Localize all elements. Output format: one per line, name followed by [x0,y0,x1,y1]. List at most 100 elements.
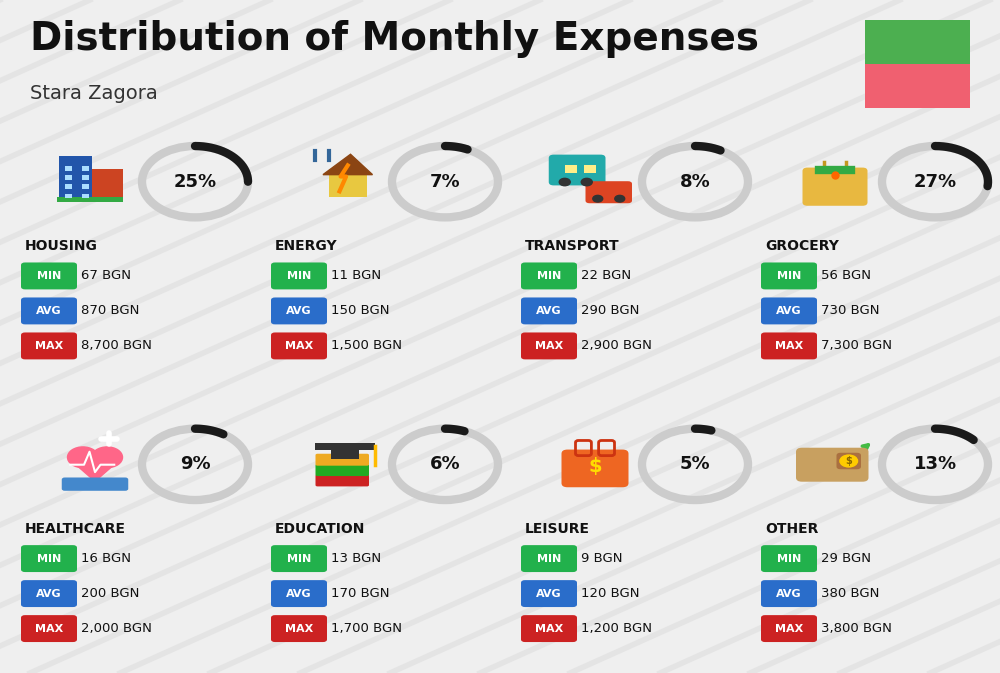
FancyBboxPatch shape [328,174,367,197]
Circle shape [92,447,122,468]
Text: MIN: MIN [287,554,311,563]
Text: AVG: AVG [36,306,62,316]
Text: EDUCATION: EDUCATION [275,522,365,536]
Text: 16 BGN: 16 BGN [81,552,131,565]
Text: Stara Zagora: Stara Zagora [30,84,158,103]
FancyBboxPatch shape [586,181,632,203]
FancyBboxPatch shape [761,580,817,607]
FancyBboxPatch shape [271,262,327,289]
FancyBboxPatch shape [521,332,577,359]
Circle shape [581,178,592,186]
FancyBboxPatch shape [271,580,327,607]
Text: MIN: MIN [37,554,61,563]
Text: LEISURE: LEISURE [525,522,590,536]
Text: 13 BGN: 13 BGN [331,552,381,565]
Text: TRANSPORT: TRANSPORT [525,239,620,253]
FancyBboxPatch shape [56,197,122,203]
Text: ENERGY: ENERGY [275,239,338,253]
FancyBboxPatch shape [836,453,861,469]
Text: 11 BGN: 11 BGN [331,269,381,283]
Text: MAX: MAX [535,341,563,351]
FancyBboxPatch shape [761,332,817,359]
FancyBboxPatch shape [21,580,77,607]
FancyBboxPatch shape [271,545,327,572]
FancyBboxPatch shape [21,332,77,359]
FancyBboxPatch shape [521,580,577,607]
Text: 1,200 BGN: 1,200 BGN [581,622,652,635]
Text: 3,800 BGN: 3,800 BGN [821,622,892,635]
Text: 1,700 BGN: 1,700 BGN [331,622,402,635]
Text: 730 BGN: 730 BGN [821,304,880,318]
Text: $: $ [588,457,602,476]
Text: MIN: MIN [37,271,61,281]
Text: Distribution of Monthly Expenses: Distribution of Monthly Expenses [30,20,759,58]
FancyBboxPatch shape [796,448,868,482]
FancyBboxPatch shape [865,64,970,108]
FancyBboxPatch shape [82,166,89,170]
Polygon shape [323,154,373,174]
Text: MIN: MIN [537,554,561,563]
Text: MAX: MAX [35,624,63,633]
Text: 25%: 25% [173,173,217,190]
Text: MAX: MAX [285,341,313,351]
FancyBboxPatch shape [316,464,369,476]
Circle shape [840,455,858,467]
FancyBboxPatch shape [562,450,629,487]
FancyBboxPatch shape [92,169,122,201]
Text: 67 BGN: 67 BGN [81,269,131,283]
Text: 56 BGN: 56 BGN [821,269,871,283]
Text: 380 BGN: 380 BGN [821,587,879,600]
Text: MIN: MIN [537,271,561,281]
Text: 7%: 7% [430,173,460,190]
FancyBboxPatch shape [802,168,867,206]
Text: 200 BGN: 200 BGN [81,587,139,600]
FancyBboxPatch shape [521,545,577,572]
Circle shape [559,178,570,186]
Text: 29 BGN: 29 BGN [821,552,871,565]
Text: 8,700 BGN: 8,700 BGN [81,339,152,353]
Text: 22 BGN: 22 BGN [581,269,631,283]
Text: AVG: AVG [776,306,802,316]
FancyBboxPatch shape [65,194,72,199]
Text: $: $ [845,456,852,466]
Text: MAX: MAX [285,624,313,633]
FancyBboxPatch shape [62,478,128,491]
FancyBboxPatch shape [761,615,817,642]
Text: HOUSING: HOUSING [25,239,98,253]
FancyBboxPatch shape [761,262,817,289]
Text: 9 BGN: 9 BGN [581,552,623,565]
FancyBboxPatch shape [59,156,92,201]
FancyBboxPatch shape [761,545,817,572]
Circle shape [68,447,98,468]
Text: MAX: MAX [35,341,63,351]
FancyBboxPatch shape [82,184,89,189]
FancyBboxPatch shape [271,332,327,359]
FancyBboxPatch shape [521,297,577,324]
FancyBboxPatch shape [761,297,817,324]
FancyBboxPatch shape [271,297,327,324]
Text: 170 BGN: 170 BGN [331,587,390,600]
Text: MIN: MIN [777,554,801,563]
FancyBboxPatch shape [82,194,89,199]
Text: 9%: 9% [180,456,210,473]
Text: MIN: MIN [287,271,311,281]
Circle shape [593,195,603,202]
Text: MAX: MAX [775,341,803,351]
Text: 5%: 5% [680,456,710,473]
FancyBboxPatch shape [21,545,77,572]
FancyBboxPatch shape [315,444,375,450]
FancyBboxPatch shape [21,262,77,289]
Text: 2,900 BGN: 2,900 BGN [581,339,652,353]
Text: 1,500 BGN: 1,500 BGN [331,339,402,353]
Text: AVG: AVG [286,306,312,316]
Polygon shape [68,458,122,481]
FancyBboxPatch shape [549,155,605,185]
FancyBboxPatch shape [65,166,72,170]
FancyBboxPatch shape [316,474,369,487]
FancyBboxPatch shape [584,165,596,173]
FancyBboxPatch shape [865,20,970,64]
Text: 870 BGN: 870 BGN [81,304,139,318]
Text: MAX: MAX [775,624,803,633]
FancyBboxPatch shape [331,448,359,459]
FancyBboxPatch shape [521,615,577,642]
